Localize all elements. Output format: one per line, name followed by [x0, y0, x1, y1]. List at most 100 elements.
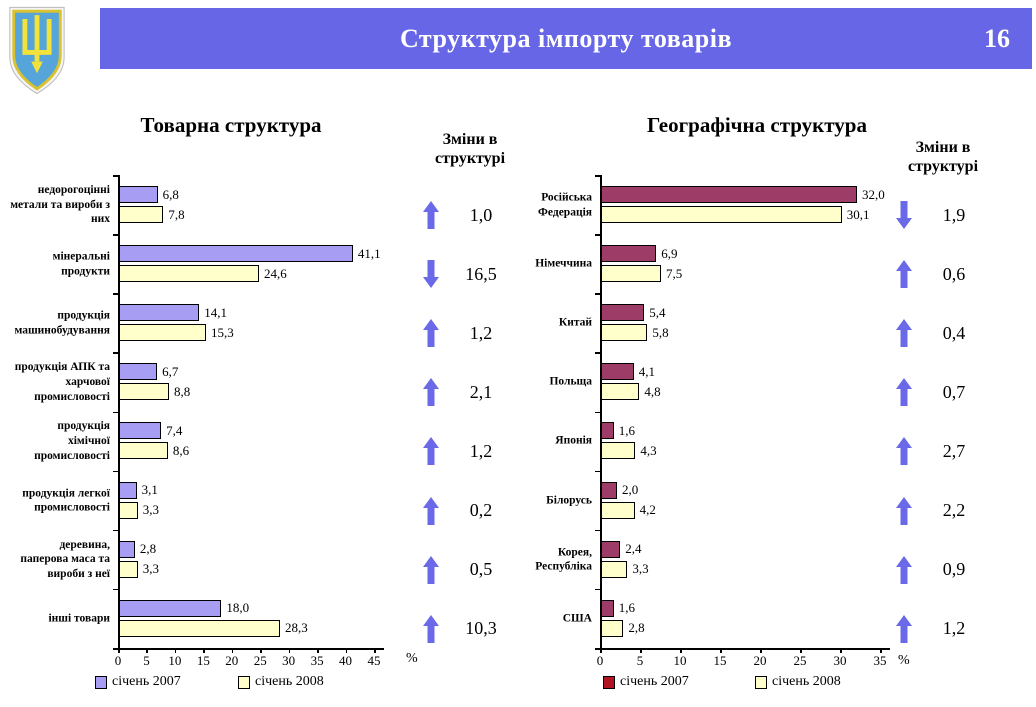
category-label-line: Японія: [555, 435, 592, 448]
bar-jan-2007: [601, 245, 657, 263]
arrow-up-icon: [896, 437, 912, 466]
category-tick: [113, 411, 118, 413]
change-arrow: [893, 496, 915, 525]
bar-value-label: 24,6: [263, 265, 287, 281]
category-label-line: інші товари: [48, 612, 110, 625]
change-value: 0,4: [942, 322, 966, 343]
bar-jan-2007: [601, 422, 614, 440]
category-label-line: Російська: [541, 191, 592, 204]
change-row: 1,2: [420, 430, 520, 472]
geography-changes-title: Зміни в структурі: [907, 139, 979, 176]
category-label: недорогоцінні метали та вироби з них: [10, 183, 110, 227]
bar-value-label: 41,1: [357, 245, 381, 261]
arrow-down-icon: [896, 201, 912, 229]
bar-jan-2007: [601, 599, 614, 617]
category-label: Російська Федерація: [538, 190, 592, 219]
x-axis-tick-label: 10: [673, 653, 687, 668]
bar-jan-2008: [119, 265, 259, 283]
change-value: 1,9: [942, 204, 966, 225]
x-axis-tick: [203, 648, 205, 653]
category-label-line: них: [90, 213, 110, 226]
category-label: Білорусь: [546, 493, 592, 508]
legend-swatch-jan-2008: [238, 676, 250, 689]
category-label-line: Білорусь: [546, 494, 592, 507]
x-axis-tick-label: 0: [114, 653, 122, 668]
change-arrow: [893, 555, 915, 584]
category-label: Корея, Республіка: [535, 545, 592, 574]
category-label-line: промисловості: [34, 501, 110, 514]
change-value: 2,7: [942, 440, 966, 461]
change-arrow: [420, 496, 442, 525]
bar-value-label: 15,3: [211, 324, 234, 340]
bar-value-label: 32,0: [862, 186, 885, 202]
bar-value-label: 7,8: [168, 206, 185, 222]
arrow-up-icon: [423, 614, 439, 643]
category-tick: [113, 470, 118, 473]
category-label: Німеччина: [535, 257, 592, 272]
change-value: 10,3: [465, 618, 497, 639]
category-tick: [113, 588, 118, 591]
arrow-up-icon: [423, 201, 439, 229]
bar-jan-2008: [119, 324, 207, 342]
category-label: продукція АПК та харчової промисловості: [15, 360, 110, 404]
geography-chart-title: Географічна структура: [647, 113, 867, 137]
legend-label: січень 2008: [772, 674, 841, 689]
arrow-up-icon: [896, 260, 912, 289]
bar-value-label: 14,1: [204, 304, 227, 320]
bar-jan-2007: [601, 304, 645, 322]
x-axis-tick-label: 5: [636, 653, 644, 668]
category-tick: [113, 648, 118, 650]
category-label-line: продукція: [57, 309, 110, 322]
bar-jan-2007: [119, 304, 200, 322]
legend-swatch-jan-2008: [755, 676, 767, 689]
change-value: 2,2: [942, 500, 966, 520]
bar-jan-2007: [119, 599, 222, 617]
bar-value-label: 1,6: [618, 422, 636, 438]
bar-jan-2007: [601, 481, 617, 499]
category-tick: [113, 234, 118, 236]
bar-value-label: 6,7: [162, 363, 179, 379]
legend-swatch-jan-2007: [603, 676, 615, 689]
change-arrow: [893, 378, 915, 407]
category-label: продукція хімічної промисловості: [34, 419, 110, 463]
change-arrow: [420, 319, 442, 348]
x-axis-tick: [840, 648, 842, 653]
bar-jan-2008: [119, 442, 168, 460]
category-label-line: Корея,: [557, 545, 592, 558]
x-axis-tick: [260, 648, 262, 653]
bar-jan-2007: [601, 540, 621, 558]
bar-jan-2007: [119, 245, 353, 263]
change-arrow: [893, 319, 915, 348]
category-label-line: Німеччина: [535, 257, 592, 270]
change-value: 0,5: [469, 559, 493, 580]
change-row: 1,2: [893, 608, 993, 650]
x-axis-tick-label: 0: [596, 653, 604, 668]
commodity-changes-panel: Зміни в структурі 1,0 16,5 1,2 2,1 1,2 0,2 0,5…: [420, 105, 520, 705]
bar-jan-2007: [119, 363, 158, 381]
category-label-line: продукти: [61, 265, 110, 278]
y-axis: [118, 175, 120, 648]
change-row: 0,4: [893, 312, 993, 354]
category-label-line: вироби з неї: [47, 567, 110, 580]
change-arrow: [420, 614, 442, 643]
category-label: США: [563, 611, 592, 626]
bar-jan-2008: [601, 206, 842, 223]
category-label-line: машинобудування: [14, 324, 110, 337]
change-arrow: [893, 437, 915, 466]
arrow-down-icon: [423, 260, 439, 289]
bar-value-label: 18,0: [226, 600, 250, 616]
category-label-line: промисловості: [34, 449, 110, 462]
slide-title: Структура імпорту товарів: [399, 23, 732, 53]
bar-value-label: 4,3: [640, 442, 657, 458]
arrow-up-icon: [896, 496, 912, 525]
change-row: 2,7: [893, 430, 993, 472]
change-row: 0,5: [420, 549, 520, 591]
category-label-line: метали та вироби з: [10, 198, 110, 211]
change-row: 0,9: [893, 549, 993, 591]
bar-jan-2007: [119, 186, 158, 203]
x-axis-tick: [720, 648, 722, 653]
bar-value-label: 6,8: [162, 186, 179, 202]
x-axis: [600, 648, 890, 650]
arrow-up-icon: [896, 614, 912, 643]
